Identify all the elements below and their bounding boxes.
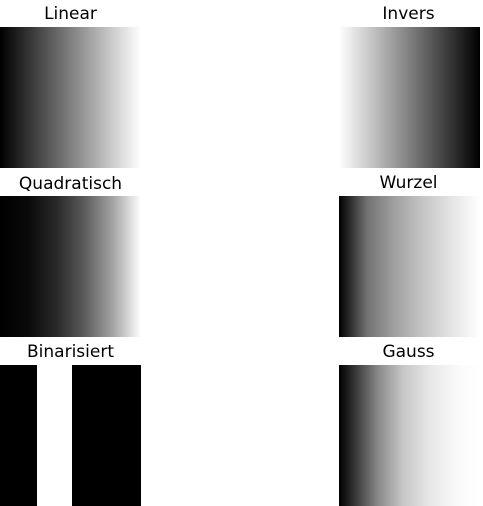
binarisiert-image [0,365,141,506]
quadratisch-gradient-image [0,196,141,337]
wurzel-gradient-image [339,196,480,337]
binarisiert-title: Binarisiert [27,342,114,362]
quadratisch-title: Quadratisch [18,174,123,194]
binarisiert-white-band [37,365,72,506]
linear-title: Linear [44,4,97,24]
wurzel-title: Wurzel [379,173,438,193]
invers-gradient-image [339,27,480,168]
invers-title: Invers [382,4,435,24]
gauss-gradient-image [339,365,480,506]
linear-gradient-image [0,27,141,168]
gauss-title: Gauss [382,342,435,362]
